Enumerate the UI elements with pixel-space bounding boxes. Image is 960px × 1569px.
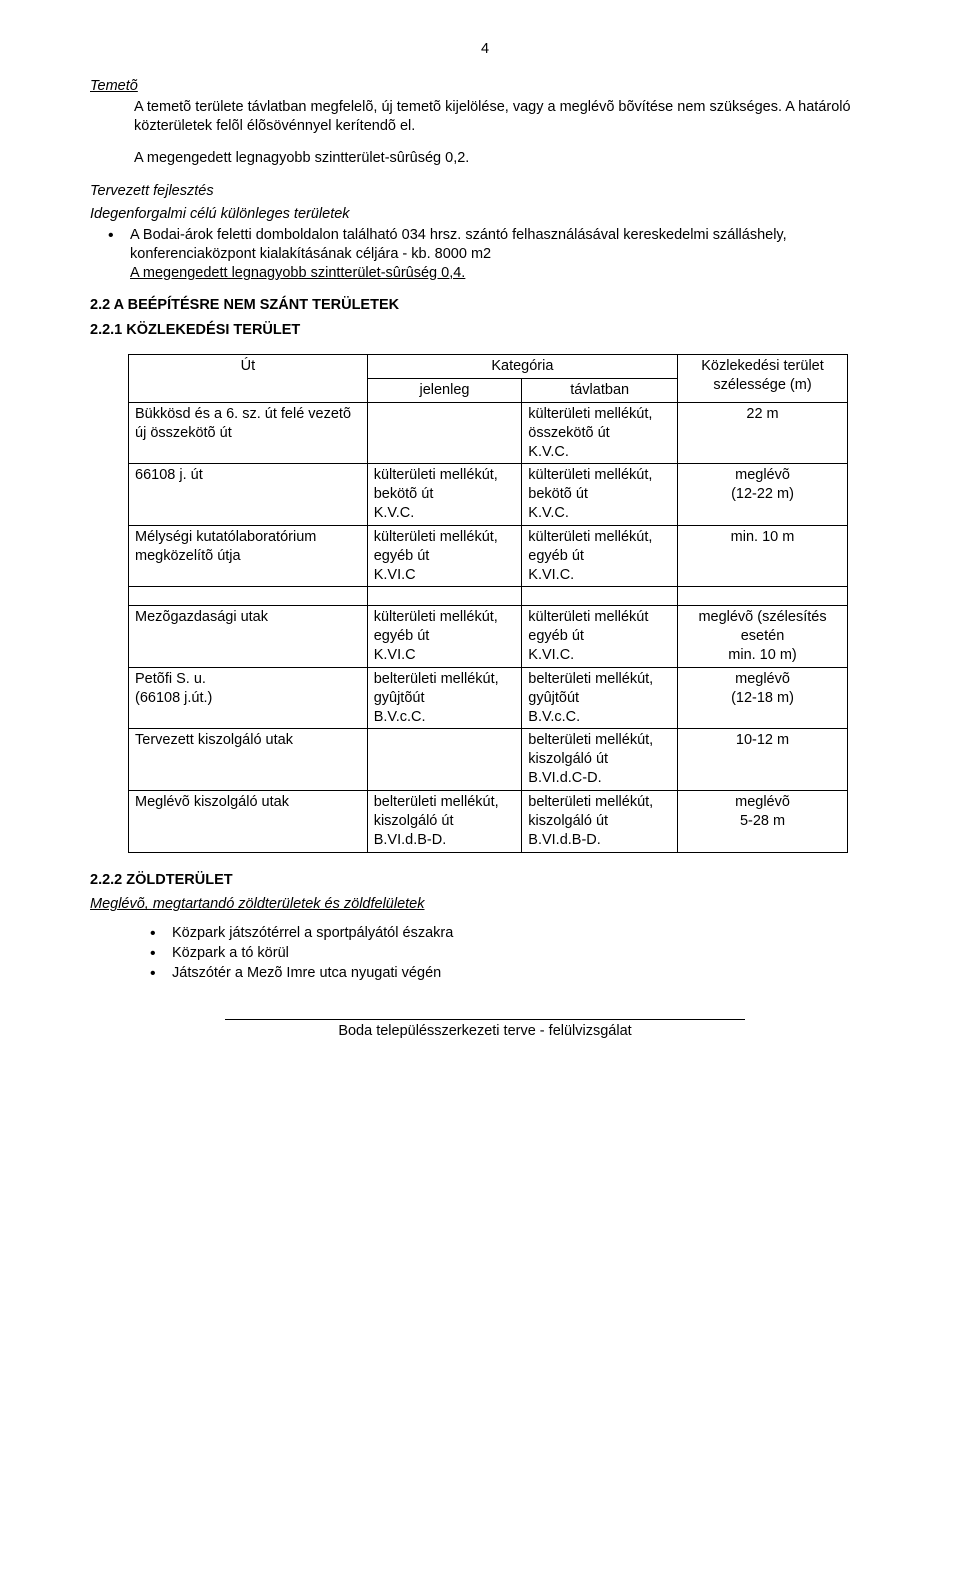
cell: Mélységi kutatólaboratórium megközelítõ … [129,525,368,587]
heading-2-2-1: 2.2.1 KÖZLEKEDÉSI TERÜLET [90,321,880,340]
zold-item: Közpark a tó körül [150,944,880,963]
cell: Tervezett kiszolgáló utak [129,729,368,791]
cell: Meglévõ kiszolgáló utak [129,791,368,853]
roads-table: Út Kategória Közlekedési terület széless… [128,354,848,852]
tervezett-heading: Tervezett fejlesztés [90,182,880,201]
cell: 66108 j. út [129,464,368,526]
table-spacer [129,587,848,606]
table-row: Bükkösd és a 6. sz. út felé vezetõ új ös… [129,402,848,464]
temeto-p2: A megengedett legnagyobb szintterület-sû… [134,149,880,168]
cell: 22 m [678,402,848,464]
th-kategoria: Kategória [367,355,677,379]
cell: külterületi mellékút egyéb útK.VI.C. [522,606,678,668]
th-kozlekedesi: Közlekedési terület szélessége (m) [678,355,848,403]
cell: meglévõ (szélesítés eseténmin. 10 m) [678,606,848,668]
cell: belterületi mellékút, gyûjtõútB.V.c.C. [367,667,522,729]
tervezett-sub: Idegenforgalmi célú különleges területek [90,205,880,224]
table-header-row-1: Út Kategória Közlekedési terület széless… [129,355,848,379]
cell: külterületi mellékút, egyéb útK.VI.C [367,606,522,668]
cell: meglévõ(12-22 m) [678,464,848,526]
cell: 10-12 m [678,729,848,791]
tervezett-bullet: A Bodai-árok feletti domboldalon találha… [108,226,880,283]
cell: külterületi mellékút, egyéb útK.VI.C [367,525,522,587]
cell: külterületi mellékút, egyéb útK.VI.C. [522,525,678,587]
cell: belterületi mellékút, kiszolgáló útB.VI.… [522,729,678,791]
cell: Mezõgazdasági utak [129,606,368,668]
zold-item: Közpark játszótérrel a sportpályától ész… [150,924,880,943]
th-tavlatban: távlatban [522,378,678,402]
cell: külterületi mellékút, bekötõ útK.V.C. [367,464,522,526]
th-jelenleg: jelenleg [367,378,522,402]
page-number: 4 [90,40,880,59]
table-row: Meglévõ kiszolgáló utak belterületi mell… [129,791,848,853]
page-footer: Boda településszerkezeti terve - felülvi… [90,1019,880,1041]
cell: meglévõ(12-18 m) [678,667,848,729]
table-row: Mélységi kutatólaboratórium megközelítõ … [129,525,848,587]
cell: Petõfi S. u.(66108 j.út.) [129,667,368,729]
cell: belterületi mellékút, kiszolgáló útB.VI.… [522,791,678,853]
table-row: 66108 j. út külterületi mellékút, bekötõ… [129,464,848,526]
table-row: Tervezett kiszolgáló utak belterületi me… [129,729,848,791]
temeto-title: Temetõ [90,77,880,96]
footer-divider [225,1019,745,1020]
table-row: Petõfi S. u.(66108 j.út.) belterületi me… [129,667,848,729]
heading-2-2-2: 2.2.2 ZÖLDTERÜLET [90,871,880,890]
th-ut: Út [129,355,368,403]
cell: Bükkösd és a 6. sz. út felé vezetõ új ös… [129,402,368,464]
cell [367,402,522,464]
cell: külterületi mellékút, összekötõ útK.V.C. [522,402,678,464]
zold-sub: Meglévõ, megtartandó zöldterületek és zö… [90,895,880,914]
table-row: Mezõgazdasági utak külterületi mellékút,… [129,606,848,668]
tervezett-underline: A megengedett legnagyobb szintterület-sû… [130,265,465,281]
cell: min. 10 m [678,525,848,587]
footer-text: Boda településszerkezeti terve - felülvi… [338,1023,631,1039]
cell: meglévõ5-28 m [678,791,848,853]
heading-2-2: 2.2 A BEÉPÍTÉSRE NEM SZÁNT TERÜLETEK [90,296,880,315]
cell: külterületi mellékút, bekötõ útK.V.C. [522,464,678,526]
cell: belterületi mellékút, kiszolgáló útB.VI.… [367,791,522,853]
cell [367,729,522,791]
temeto-p1: A temetõ területe távlatban megfelelõ, ú… [134,98,880,136]
zold-item: Játszótér a Mezõ Imre utca nyugati végén [150,964,880,983]
cell: belterületi mellékút, gyûjtõútB.V.c.C. [522,667,678,729]
tervezett-bullet-text: A Bodai-árok feletti domboldalon találha… [130,227,787,262]
